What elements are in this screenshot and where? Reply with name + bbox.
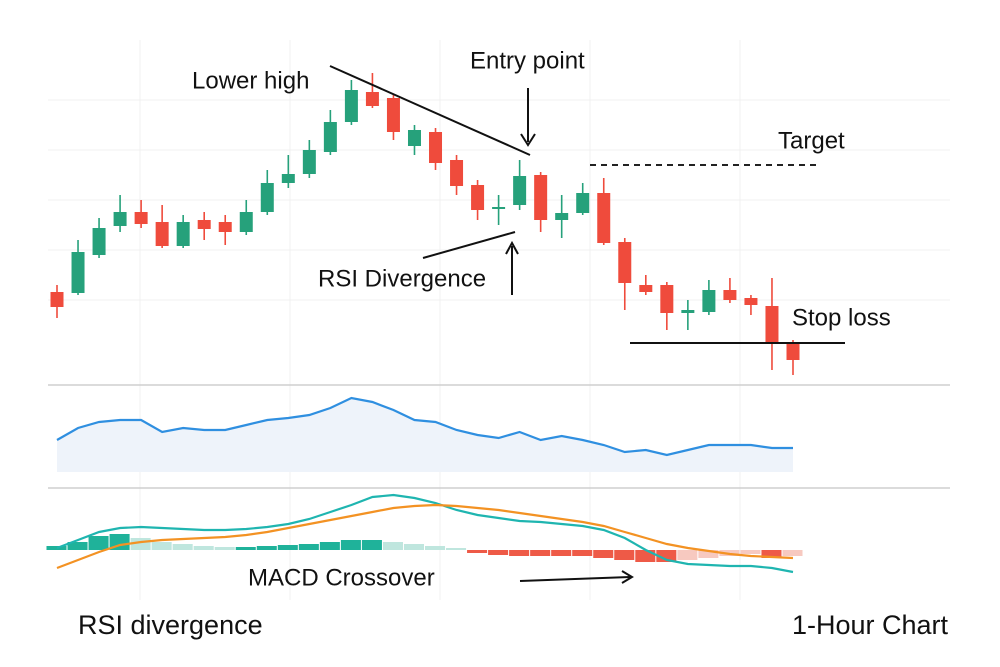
candle-body (323, 122, 337, 152)
histogram-bar (172, 544, 193, 550)
histogram-bar (488, 550, 509, 555)
histogram-bar (677, 550, 698, 560)
candle-body (71, 252, 85, 293)
candle-body (618, 242, 632, 283)
annotation: RSI Divergence (318, 265, 486, 292)
candle-body (450, 160, 464, 186)
grid (48, 40, 950, 600)
annotation: Stop loss (792, 304, 891, 331)
annotation: Target (778, 127, 845, 154)
histogram-bar (298, 544, 319, 550)
candle-body (197, 220, 211, 229)
arrow-head (505, 240, 519, 255)
candle-body (155, 222, 169, 246)
macd-panel (46, 493, 803, 574)
histogram-bar (635, 550, 656, 562)
histogram-bar (67, 542, 88, 550)
candle-body (218, 222, 232, 232)
candle-body (597, 193, 611, 243)
rsi-area (57, 398, 793, 472)
candle-body (786, 343, 800, 360)
divergence-line (422, 231, 516, 259)
histogram-bar (193, 546, 214, 550)
candle-body (92, 228, 106, 255)
candle-body (765, 306, 779, 342)
annotation: Entry point (470, 47, 585, 74)
histogram-bar (551, 550, 572, 556)
histogram-bar (530, 550, 551, 556)
candle-body (429, 132, 443, 163)
histogram-bar (572, 550, 593, 556)
histogram-bar (467, 550, 488, 553)
candle-body (260, 183, 274, 212)
rsi-line (56, 396, 793, 457)
histogram-bar (425, 546, 446, 550)
histogram-bar (614, 550, 635, 560)
candle-body (176, 222, 190, 246)
candle-body (744, 298, 758, 305)
arrow (519, 576, 631, 582)
histogram-bar (235, 547, 256, 550)
histogram-bar (46, 546, 67, 550)
caption: RSI divergence (78, 610, 263, 640)
histogram-bar (382, 542, 403, 550)
histogram-bar (509, 550, 530, 556)
candle-body (281, 174, 295, 183)
macd-line (56, 503, 794, 570)
timeframe: 1-Hour Chart (792, 610, 949, 640)
candle-body (576, 193, 590, 213)
candle-body (386, 98, 400, 132)
candle-body (134, 212, 148, 224)
annotation: Lower high (192, 67, 309, 94)
histogram-bar (656, 550, 677, 562)
candle-body (555, 213, 569, 220)
candle-body (407, 130, 421, 146)
candle-body (660, 285, 674, 313)
candle-body (113, 212, 127, 226)
candle-body (365, 92, 379, 106)
histogram-bar (214, 547, 235, 550)
price-panel (50, 73, 800, 375)
rsi-panel (56, 396, 793, 472)
candle-body (534, 175, 548, 220)
histogram-bar (698, 550, 719, 558)
candle-body (492, 207, 506, 209)
candle-body (50, 292, 64, 307)
annotations: Lower high Entry point Target RSI Diverg… (78, 47, 948, 640)
candle-body (471, 185, 485, 210)
trend-line (329, 65, 531, 156)
candle-body (302, 150, 316, 174)
annotation: MACD Crossover (248, 564, 435, 591)
candle-body (681, 310, 695, 313)
candle-body (702, 290, 716, 312)
arrow-head (621, 570, 634, 584)
histogram-bar (782, 550, 803, 556)
histogram-bar (88, 536, 109, 550)
histogram-bar (361, 540, 382, 550)
histogram-bar (446, 548, 467, 550)
candle-body (513, 176, 527, 205)
histogram-bar (319, 542, 340, 550)
arrow-head (520, 133, 536, 147)
histogram-bar (761, 550, 782, 558)
candle-body (639, 285, 653, 292)
macd-line (56, 493, 794, 574)
histogram-bar (740, 550, 761, 554)
histogram-bar (277, 545, 298, 550)
histogram-bar (340, 540, 361, 550)
histogram-bar (256, 546, 277, 550)
candle-body (723, 290, 737, 300)
histogram-bar (593, 550, 614, 558)
candle-body (344, 90, 358, 122)
histogram-bar (403, 544, 424, 550)
candle-body (239, 212, 253, 232)
histogram-bar (151, 542, 172, 550)
